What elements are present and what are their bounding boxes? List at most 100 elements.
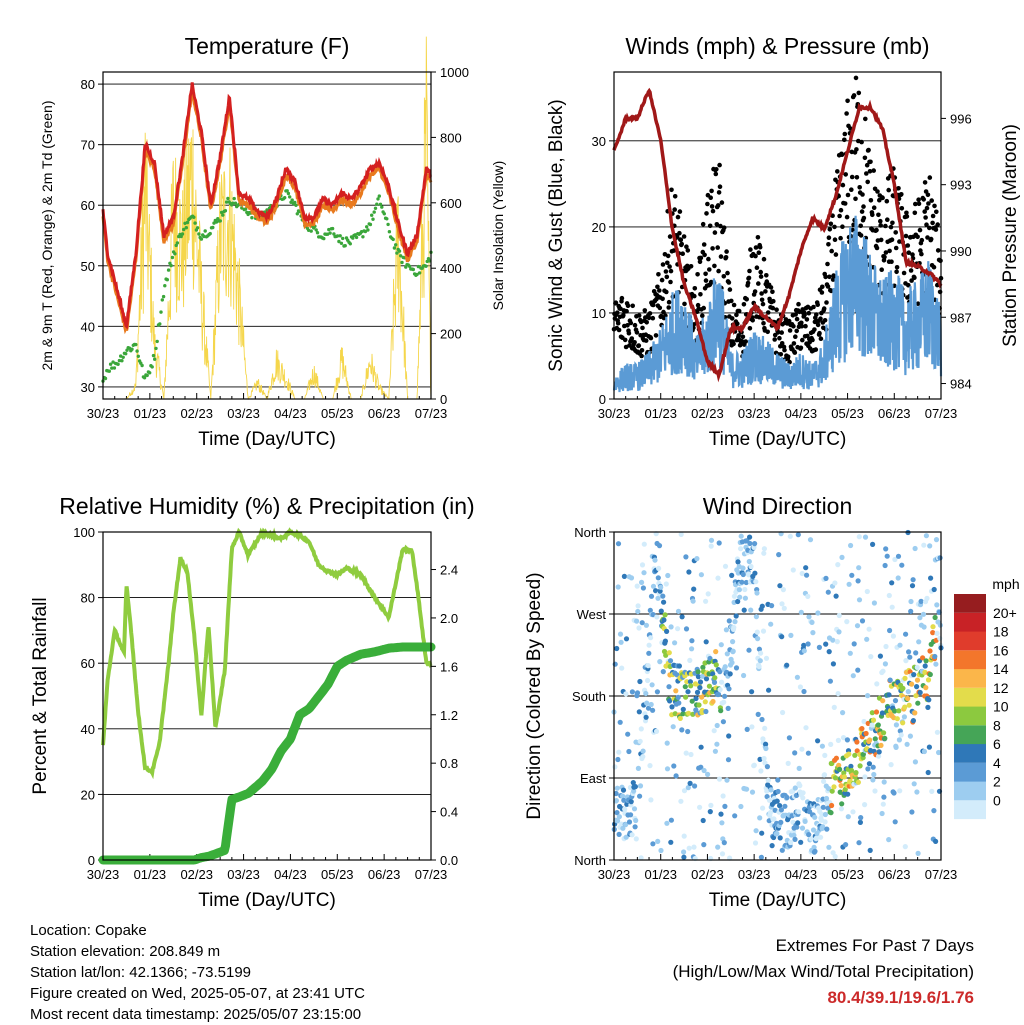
gust-point [868,198,874,203]
direction-point [866,761,873,767]
dewpoint-point [395,251,399,255]
direction-point [707,655,713,662]
colorbar-swatch [954,725,986,745]
direction-point [847,650,853,656]
direction-y-tick-label: South [572,689,606,704]
gust-point [777,335,782,341]
gust-point [853,75,859,81]
dewpoint-point [338,234,342,238]
direction-point [835,737,842,744]
direction-point [730,648,736,654]
gust-point [844,111,849,116]
winds-x-tick-label: 07/23 [925,406,958,421]
dewpoint-point [332,232,336,236]
winds-y2-tick-label: 993 [950,178,972,193]
direction-point [933,661,939,667]
direction-point [907,669,913,675]
temperature-x-tick-label: 04/23 [274,406,307,421]
gust-point [853,196,858,202]
temperature-x-tick-label: 30/23 [87,406,120,421]
gust-point [835,169,840,174]
humidity-title: Relative Humidity (%) & Precipitation (i… [59,493,474,519]
direction-point [858,815,864,821]
direction-point [710,698,716,705]
direction-point [748,607,754,613]
gust-point [838,235,843,241]
gust-point [698,255,704,261]
dewpoint-point [290,198,294,202]
direction-point [927,543,933,549]
dewpoint-point [373,206,378,210]
direction-point [767,810,774,816]
gust-point [747,326,753,331]
dewpoint-point [267,206,272,210]
direction-point [826,649,832,655]
direction-point [621,573,628,580]
direction-point [880,801,886,807]
gust-point [800,337,805,343]
humidity-x-tick-label: 07/23 [415,867,448,882]
direction-point [922,669,928,676]
direction-point [719,820,725,826]
gust-point [719,200,725,205]
gust-point [864,162,870,168]
dewpoint-point [243,207,248,211]
colorbar-label: 18 [993,624,1009,640]
dewpoint-point [285,189,289,193]
direction-point [685,785,691,791]
direction-point [806,614,812,620]
temperature-chart: Temperature (F) Time (Day/UTC) 30/23 01/23 0… [39,33,506,450]
gust-point [885,217,890,222]
direction-point [796,765,802,772]
gust-point [812,327,817,332]
direction-point [648,797,654,803]
gust-point [625,323,630,328]
direction-point [882,735,888,742]
direction-point [910,718,917,724]
direction-point [926,744,933,750]
direction-point [777,835,783,841]
direction-point [658,608,664,614]
direction-point [724,777,730,783]
direction-point [794,674,801,680]
dewpoint-point [158,322,162,326]
direction-point [738,803,744,810]
direction-point [615,541,622,547]
direction-point [687,679,694,685]
winds-x-tick-label: 03/23 [738,406,771,421]
colorbar-label: 10 [993,699,1009,715]
direction-point [845,814,851,820]
direction-point [641,541,647,547]
direction-point [622,806,628,812]
direction-point [698,764,704,770]
direction-point [639,620,645,626]
gust-point [842,137,847,143]
direction-point [921,542,927,548]
direction-point [656,565,662,572]
direction-point [658,584,664,590]
direction-series [611,529,944,862]
gust-point [664,289,669,295]
direction-point [717,669,723,675]
direction-point [933,838,939,845]
direction-point [660,593,666,599]
dewpoint-point [197,232,201,236]
direction-point [879,710,886,716]
direction-point [661,599,667,605]
direction-point [800,795,806,801]
gust-point [779,341,785,346]
direction-point [803,725,809,731]
direction-point [840,710,846,716]
gust-point [818,316,823,322]
direction-point [884,553,890,559]
direction-point [681,854,687,860]
gust-point [827,227,833,232]
gust-point [718,223,723,229]
direction-point [697,679,704,685]
temperature-y-axis-label: 2m & 9m T (Red, Orange) & 2m Td (Green) [39,101,55,371]
direction-point [766,687,772,693]
dewpoint-point [415,272,419,277]
direction-point [912,710,918,716]
direction-point [848,542,854,549]
direction-point [730,639,736,645]
